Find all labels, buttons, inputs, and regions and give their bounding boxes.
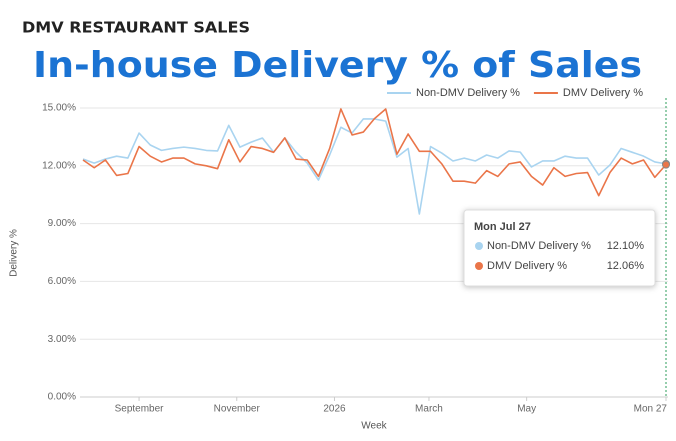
- tooltip-swatch: [475, 262, 483, 270]
- y-tick-label: 6.00%: [48, 276, 76, 287]
- x-tick-label: May: [517, 404, 536, 415]
- x-tick-label: March: [415, 404, 443, 415]
- series-line: [82, 108, 667, 197]
- tooltip-title: Mon Jul 27: [474, 221, 531, 233]
- x-tick-label: November: [214, 404, 261, 415]
- y-tick-label: 3.00%: [48, 334, 76, 345]
- tooltip-value: 12.10%: [607, 240, 645, 252]
- legend-label: DMV Delivery %: [563, 87, 643, 99]
- x-tick-label: September: [115, 404, 165, 415]
- y-tick-label: 9.00%: [48, 218, 76, 229]
- legend-label: Non-DMV Delivery %: [416, 87, 520, 99]
- y-tick-label: 15.00%: [42, 103, 76, 114]
- tooltip: Mon Jul 27 Non-DMV Delivery % 12.10% DMV De…: [463, 209, 656, 287]
- chart-title: In-house Delivery % of Sales: [33, 45, 642, 86]
- tooltip-value: 12.06%: [607, 260, 645, 272]
- x-tick-label: Mon 27: [634, 404, 668, 415]
- y-axis-title: Delivery %: [9, 229, 20, 277]
- tooltip-box: [463, 209, 656, 287]
- tooltip-series-name: Non-DMV Delivery %: [487, 240, 591, 252]
- tooltip-swatch: [475, 242, 483, 250]
- tooltip-series-name: DMV Delivery %: [487, 260, 567, 272]
- y-tick-label: 0.00%: [48, 392, 76, 403]
- x-tick-label: 2026: [323, 404, 346, 415]
- y-tick-label: 12.00%: [42, 160, 76, 171]
- x-axis-title: Week: [361, 421, 387, 432]
- hover-point: [662, 160, 670, 169]
- chart-supertitle: DMV RESTAURANT SALES: [22, 19, 250, 37]
- series-line: [82, 118, 667, 215]
